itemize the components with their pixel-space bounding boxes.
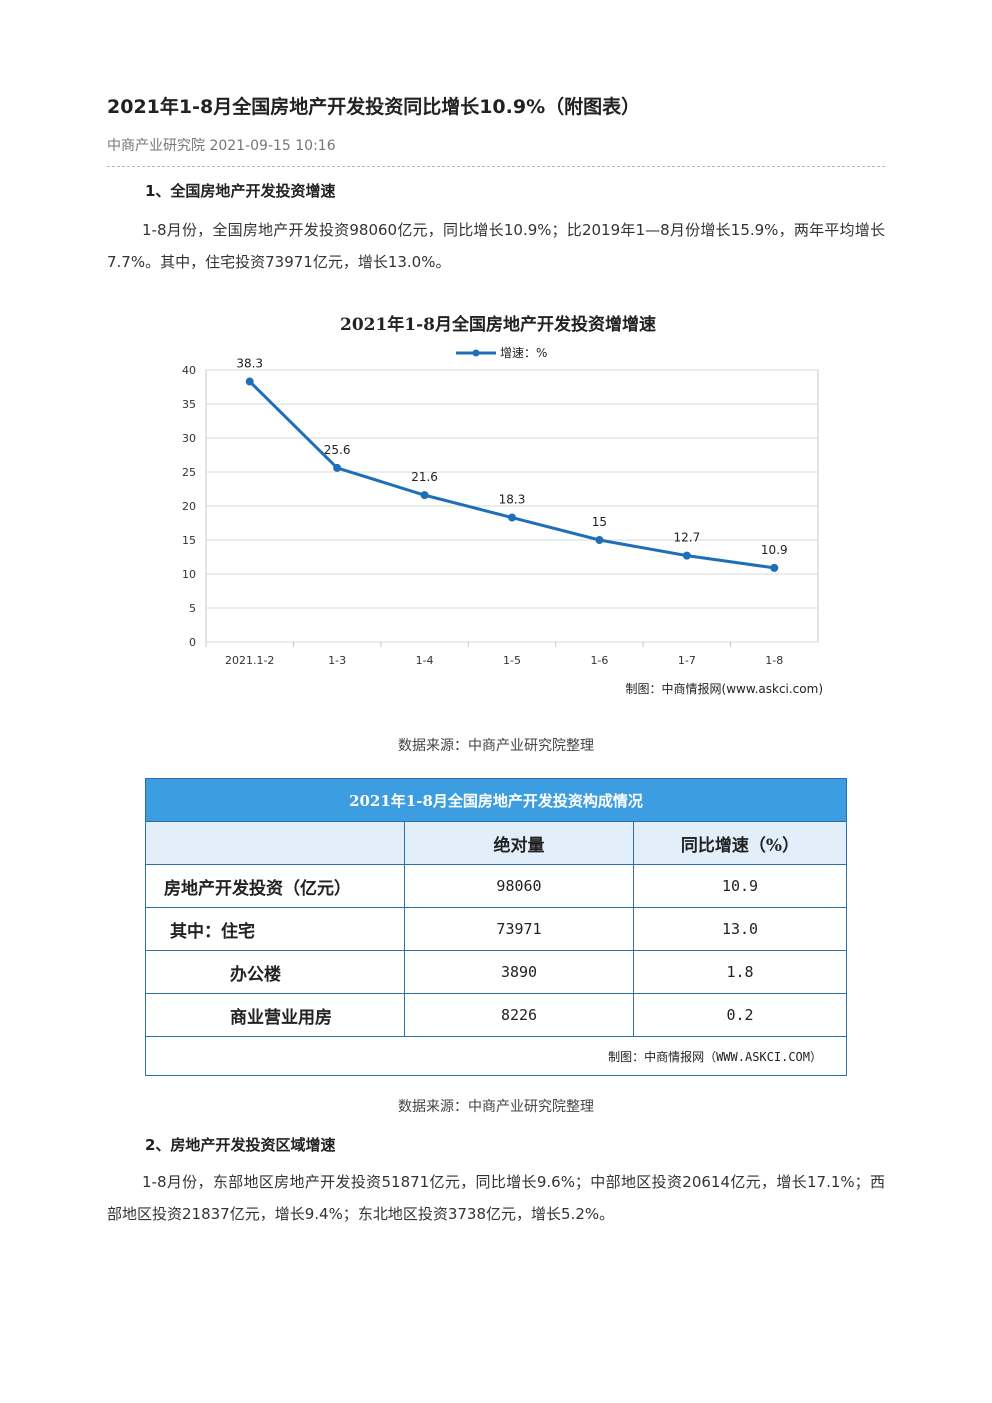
- row-label: 其中：住宅: [145, 907, 405, 951]
- y-tick-label: 0: [189, 636, 196, 649]
- chart-title: 2021年1-8月全国房地产开发投资增增速: [340, 314, 656, 335]
- table-row: 其中：住宅 73971 13.0: [145, 907, 847, 951]
- y-tick-label: 35: [182, 398, 196, 411]
- row-growth: 10.9: [633, 864, 847, 908]
- row-growth: 0.2: [633, 993, 847, 1037]
- x-tick-label: 1-8: [765, 654, 783, 667]
- legend-label: 增速：%: [500, 346, 547, 360]
- x-tick-label: 1-6: [590, 654, 608, 667]
- plot-area: 0 5 10 15 20 25 30 35 40 2021.1-2 1-3 1-4 1-5 1-6 1-7 1…: [182, 357, 819, 667]
- data-label: 10.9: [761, 543, 788, 557]
- data-label: 18.3: [499, 493, 526, 507]
- table-row: 商业营业用房 8226 0.2: [145, 993, 847, 1037]
- table-row: 房地产开发投资（亿元） 98060 10.9: [145, 864, 847, 908]
- table-caption: 数据来源：中商产业研究院整理: [398, 1099, 594, 1115]
- row-value: 98060: [404, 864, 634, 908]
- col-header-blank: [145, 821, 405, 865]
- row-value: 3890: [404, 950, 634, 994]
- data-point: [595, 536, 604, 544]
- row-value: 73971: [404, 907, 634, 951]
- col-header-absolute: 绝对量: [404, 821, 634, 865]
- chart-caption: 数据来源：中商产业研究院整理: [398, 738, 594, 754]
- col-header-growth: 同比增速（%）: [633, 821, 847, 865]
- table-credit: 制图：中商情报网（WWW.ASKCI.COM）: [145, 1036, 847, 1076]
- investment-table: 2021年1-8月全国房地产开发投资构成情况 绝对量 同比增速（%） 房地产开发…: [145, 778, 847, 1076]
- data-point: [245, 377, 254, 386]
- x-tick-label: 1-5: [503, 654, 521, 667]
- x-tick-label: 1-7: [678, 654, 696, 667]
- data-label: 21.6: [411, 470, 438, 484]
- chart-legend: 增速：%: [456, 346, 547, 360]
- section1-paragraph: 1-8月份，全国房地产开发投资98060亿元，同比增长10.9%；比2019年1…: [107, 221, 885, 271]
- growth-line-chart: 2021年1-8月全国房地产开发投资增增速 增速：% 0 5 10 15 20 25 30 3…: [182, 314, 823, 696]
- data-point: [682, 551, 691, 560]
- y-tick-label: 15: [182, 534, 196, 547]
- table-row: 办公楼 3890 1.8: [145, 950, 847, 994]
- y-tick-label: 5: [189, 602, 196, 615]
- data-label: 25.6: [324, 443, 351, 457]
- section2-paragraph: 1-8月份，东部地区房地产开发投资51871亿元，同比增长9.6%；中部地区投资…: [107, 1173, 885, 1223]
- y-tick-label: 20: [182, 500, 196, 513]
- data-label: 15: [592, 515, 607, 529]
- x-tick-label: 1-3: [328, 654, 346, 667]
- row-growth: 13.0: [633, 907, 847, 951]
- y-tick-label: 40: [182, 364, 196, 377]
- chart-credit: 制图：中商情报网(www.askci.com): [626, 681, 823, 696]
- data-label: 12.7: [673, 531, 700, 545]
- data-point: [420, 491, 429, 500]
- meta-divider: [107, 166, 885, 167]
- table-header-row: 绝对量 同比增速（%）: [145, 821, 847, 865]
- data-point: [333, 463, 342, 472]
- data-label: 38.3: [236, 357, 263, 371]
- row-value: 8226: [404, 993, 634, 1037]
- row-label: 办公楼: [145, 950, 405, 994]
- section2-heading: 2、房地产开发投资区域增速: [145, 1136, 336, 1154]
- table-title-row: 2021年1-8月全国房地产开发投资构成情况: [145, 778, 847, 822]
- row-label: 商业营业用房: [145, 993, 405, 1037]
- table-credit-row: 制图：中商情报网（WWW.ASKCI.COM）: [145, 1036, 847, 1076]
- row-growth: 1.8: [633, 950, 847, 994]
- article-meta: 中商产业研究院 2021-09-15 10:16: [107, 138, 336, 154]
- data-point: [770, 563, 779, 572]
- row-label: 房地产开发投资（亿元）: [145, 864, 405, 908]
- section1-heading: 1、全国房地产开发投资增速: [145, 182, 336, 200]
- article-title: 2021年1-8月全国房地产开发投资同比增长10.9%（附图表）: [107, 96, 641, 118]
- data-point: [508, 513, 516, 522]
- y-tick-label: 25: [182, 466, 196, 479]
- table-title: 2021年1-8月全国房地产开发投资构成情况: [145, 778, 847, 822]
- x-tick-label: 2021.1-2: [225, 654, 274, 667]
- y-tick-label: 10: [182, 568, 196, 581]
- x-tick-label: 1-4: [416, 654, 434, 667]
- y-tick-label: 30: [182, 432, 196, 445]
